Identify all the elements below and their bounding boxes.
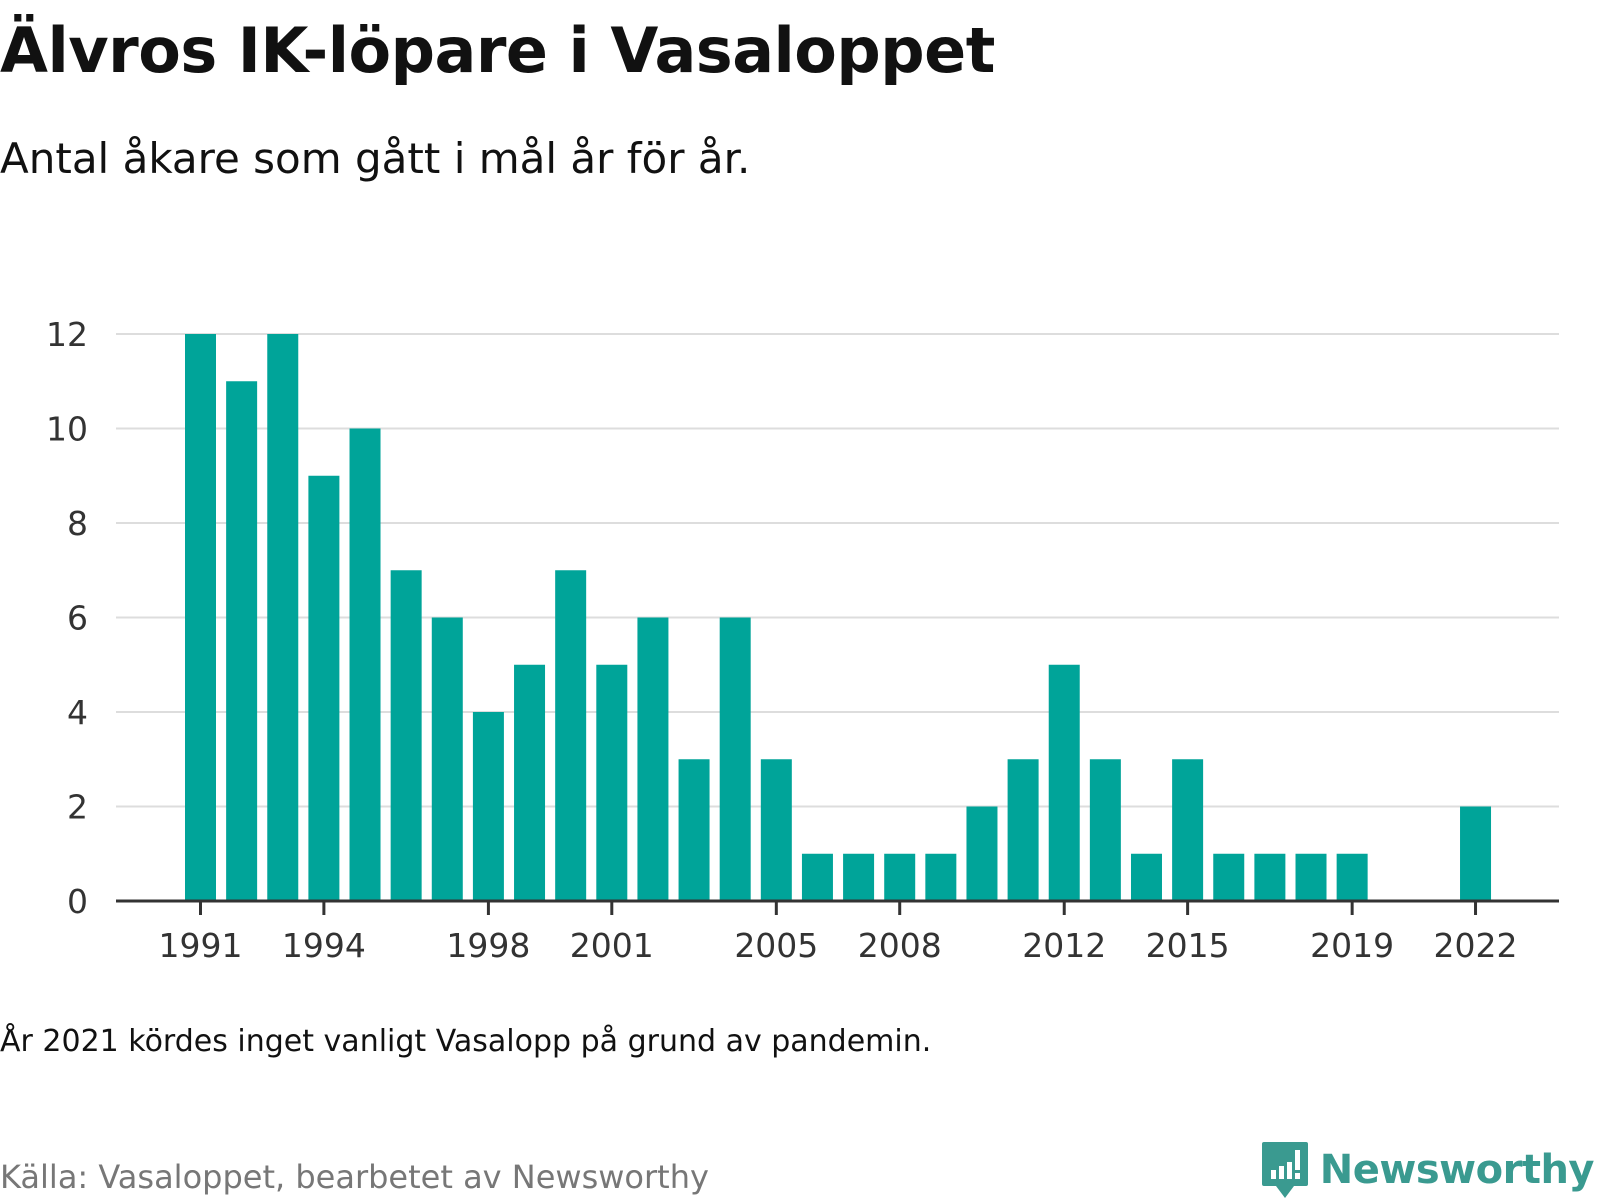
x-axis-ticks: 1991 1994 1998 2001 2005 2008 2012 2015 2019 2022 — [159, 901, 1518, 965]
bar-2009 — [925, 853, 957, 901]
bar-2015 — [1172, 759, 1204, 901]
x-tick-label-2005: 2005 — [734, 926, 818, 965]
brand-logo: Newsworthy — [1260, 1140, 1595, 1200]
bar-1998 — [472, 712, 504, 901]
bar-2019 — [1336, 853, 1368, 901]
bar-2004 — [719, 617, 751, 901]
bar-2018 — [1295, 853, 1327, 901]
bar-1996 — [390, 570, 422, 901]
x-tick-label-2001: 2001 — [570, 926, 654, 965]
bar-1992 — [226, 381, 258, 901]
y-tick-label-4: 4 — [67, 693, 88, 732]
newsworthy-logo-icon — [1261, 1142, 1308, 1198]
bar-2010 — [966, 806, 998, 901]
y-tick-label-0: 0 — [67, 882, 88, 921]
chart-subtitle: Antal åkare som gått i mål år för år. — [0, 134, 751, 183]
bar-2014 — [1130, 853, 1162, 901]
bar-1995 — [349, 428, 381, 901]
brand-name: Newsworthy — [1319, 1147, 1595, 1193]
x-tick-label-2012: 2012 — [1022, 926, 1106, 965]
bar-1997 — [431, 617, 463, 901]
bar-1993 — [267, 334, 299, 901]
bar-2007 — [843, 853, 875, 901]
x-tick-label-1998: 1998 — [446, 926, 530, 965]
bar-2016 — [1213, 853, 1245, 901]
x-tick-label-1994: 1994 — [282, 926, 366, 965]
bar-2001 — [596, 664, 628, 901]
bar-2017 — [1254, 853, 1286, 901]
bar-2011 — [1007, 759, 1039, 901]
chart-title: Älvros IK-löpare i Vasaloppet — [0, 14, 995, 87]
bar-2000 — [555, 570, 587, 901]
bar-1999 — [514, 664, 546, 901]
x-tick-label-2015: 2015 — [1146, 926, 1230, 965]
bar-chart: 0 2 4 6 8 10 12 1991 1994 1998 2001 2005 2008 2012 20… — [46, 315, 1559, 965]
x-tick-label-2008: 2008 — [858, 926, 942, 965]
bar-2005 — [760, 759, 792, 901]
bar-2006 — [801, 853, 833, 901]
y-tick-label-2: 2 — [67, 788, 88, 827]
bar-1991 — [185, 334, 216, 901]
footnote: År 2021 kördes inget vanligt Vasalopp på… — [0, 1024, 932, 1059]
y-axis-ticks: 0 2 4 6 8 10 12 — [46, 315, 88, 921]
bar-2012 — [1048, 664, 1080, 901]
x-tick-label-2019: 2019 — [1310, 926, 1394, 965]
y-tick-label-10: 10 — [46, 410, 88, 449]
y-tick-label-8: 8 — [67, 504, 88, 543]
bar-2008 — [884, 853, 916, 901]
bar-2022 — [1460, 806, 1492, 901]
bar-2002 — [637, 617, 669, 901]
source-credit: Källa: Vasaloppet, bearbetet av Newswort… — [0, 1158, 709, 1196]
y-tick-label-6: 6 — [67, 599, 88, 638]
bar-2003 — [678, 759, 710, 901]
x-tick-label-1991: 1991 — [159, 926, 243, 965]
x-tick-label-2022: 2022 — [1434, 926, 1518, 965]
bar-2013 — [1089, 759, 1121, 901]
bar-1994 — [308, 475, 340, 901]
y-tick-label-12: 12 — [46, 315, 88, 354]
bars — [185, 334, 1492, 901]
